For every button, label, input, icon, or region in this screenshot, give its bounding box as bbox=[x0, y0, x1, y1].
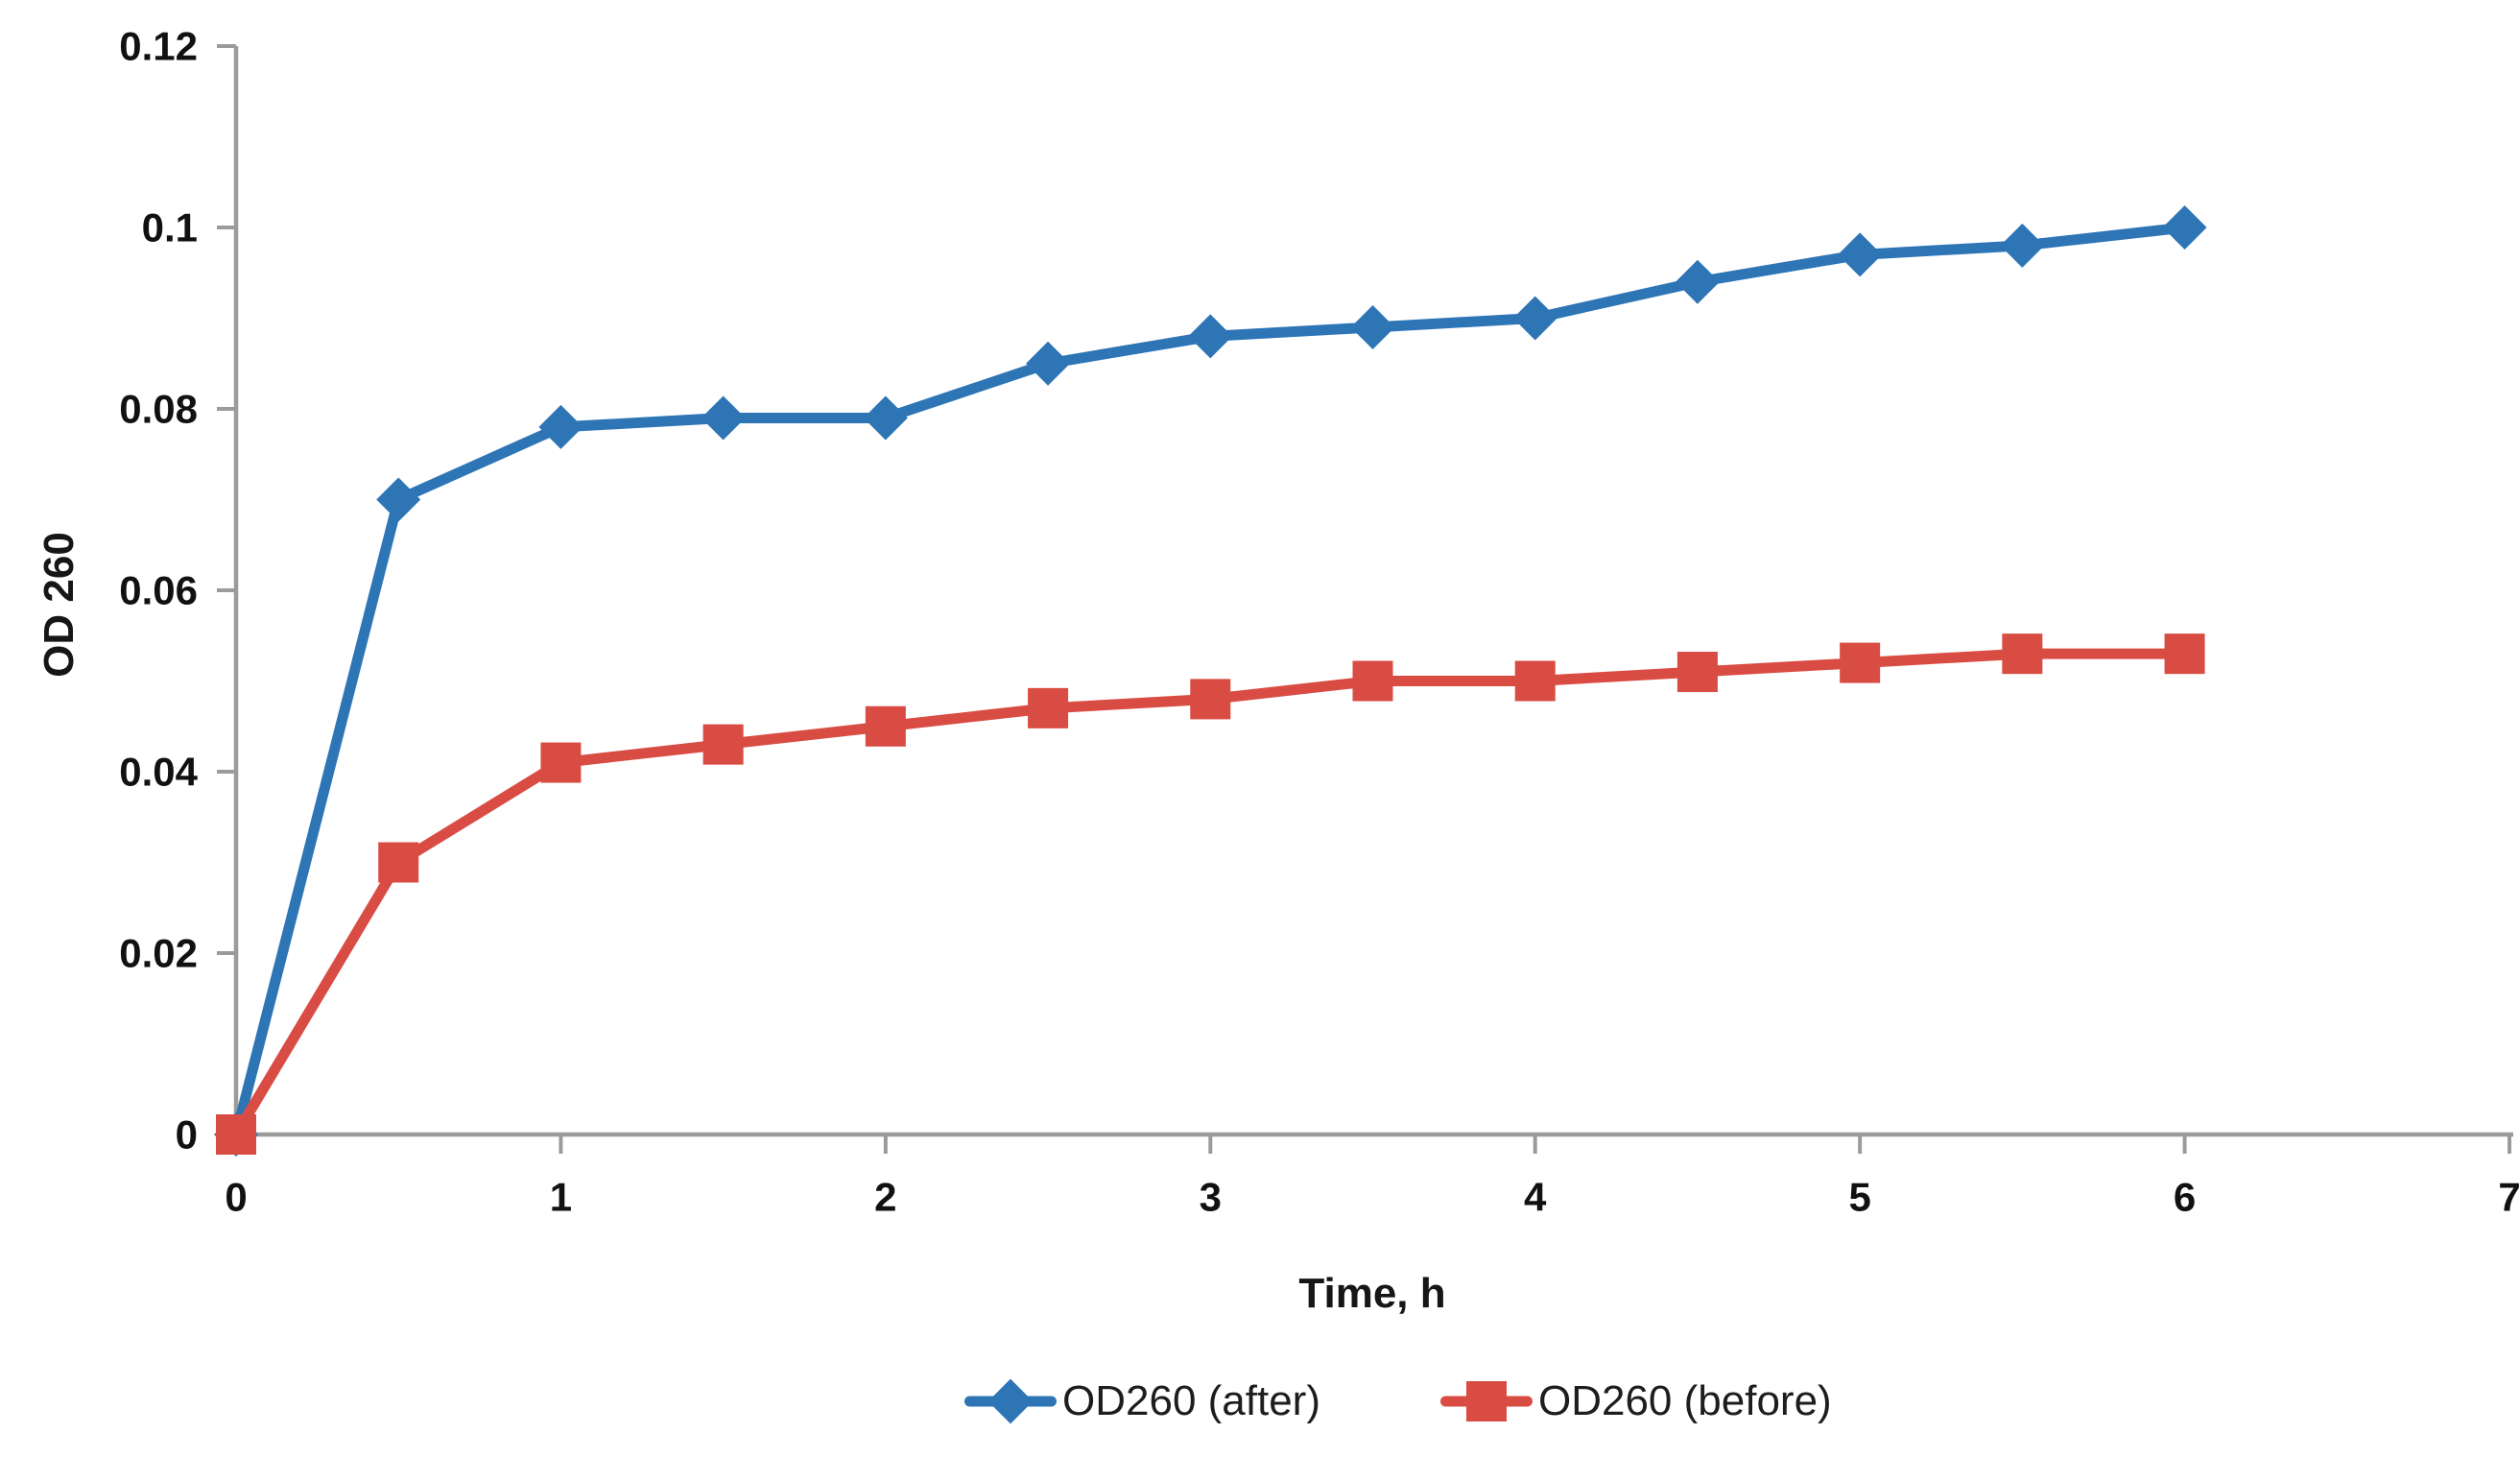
x-tick-label: 3 bbox=[1200, 1175, 1222, 1220]
data-point-diamond bbox=[1350, 304, 1395, 349]
y-tick-label: 0.06 bbox=[119, 568, 198, 613]
data-point-diamond bbox=[1512, 296, 1557, 341]
data-point-diamond bbox=[1188, 314, 1233, 359]
legend-label-od260-after: OD260 (after) bbox=[1062, 1377, 1320, 1424]
x-tick-label: 1 bbox=[550, 1175, 572, 1220]
data-point-square bbox=[216, 1114, 256, 1155]
data-point-diamond bbox=[1026, 341, 1071, 386]
data-point-diamond bbox=[2000, 223, 2045, 268]
y-tick-label: 0.12 bbox=[119, 24, 198, 69]
data-point-square bbox=[2164, 633, 2205, 675]
data-point-square bbox=[1028, 687, 1069, 728]
data-point-square bbox=[1840, 642, 1881, 683]
x-tick-label: 5 bbox=[1848, 1175, 1870, 1220]
data-point-square bbox=[378, 842, 419, 883]
x-tick-label: 6 bbox=[2174, 1175, 2196, 1220]
legend-label-od260-before: OD260 (before) bbox=[1537, 1377, 1832, 1424]
y-axis-title: OD 260 bbox=[36, 532, 83, 678]
data-point-diamond bbox=[701, 395, 746, 441]
data-point-diamond bbox=[1838, 232, 1883, 277]
y-tick-label: 0 bbox=[176, 1112, 198, 1158]
x-tick-label: 7 bbox=[2498, 1175, 2520, 1220]
data-point-square bbox=[1190, 679, 1231, 720]
data-point-diamond bbox=[376, 477, 421, 522]
data-point-square bbox=[2002, 633, 2043, 675]
y-tick-label: 0.1 bbox=[142, 205, 198, 251]
data-point-square bbox=[1676, 652, 1718, 693]
data-point-diamond bbox=[863, 395, 908, 441]
data-point-square bbox=[1352, 660, 1393, 702]
data-point-diamond bbox=[2162, 205, 2207, 250]
legend: OD260 (after) OD260 (before) bbox=[964, 1355, 1832, 1447]
legend-item-od260-after: OD260 (after) bbox=[964, 1376, 1320, 1426]
x-tick-label: 4 bbox=[1524, 1175, 1547, 1220]
data-point-square bbox=[540, 742, 582, 783]
legend-item-od260-before: OD260 (before) bbox=[1439, 1376, 1832, 1426]
y-tick-label: 0.08 bbox=[119, 387, 198, 432]
square-marker-icon bbox=[1439, 1376, 1533, 1426]
data-point-diamond bbox=[1675, 259, 1720, 304]
series-line-1 bbox=[230, 648, 2191, 1140]
data-point-square bbox=[1514, 660, 1556, 702]
diamond-marker-icon bbox=[964, 1376, 1057, 1426]
data-point-square bbox=[702, 724, 744, 765]
y-tick-label: 0.02 bbox=[119, 931, 198, 976]
x-tick-label: 0 bbox=[225, 1175, 247, 1220]
x-axis-title: Time, h bbox=[1298, 1270, 1446, 1317]
x-tick-label: 2 bbox=[874, 1175, 896, 1220]
data-point-diamond bbox=[538, 404, 583, 449]
data-point-square bbox=[865, 705, 906, 747]
y-tick-label: 0.04 bbox=[119, 750, 198, 795]
